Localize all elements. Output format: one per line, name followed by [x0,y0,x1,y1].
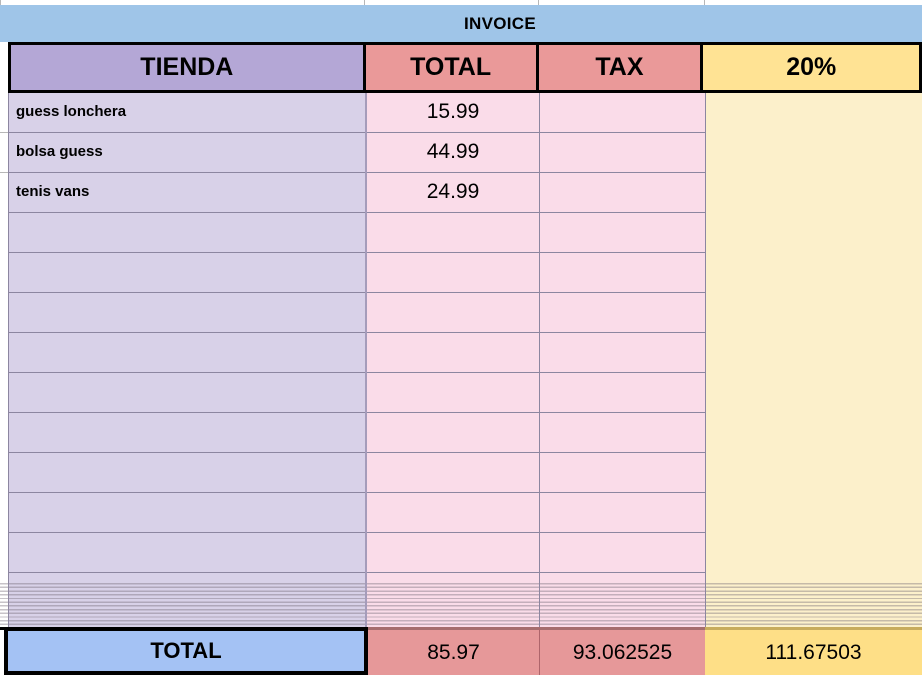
column-total: 15.99 44.99 24.99 [365,93,539,627]
cell-tax-empty[interactable] [540,533,705,573]
squeezed-rows-band [0,583,8,627]
cell-tienda-empty[interactable] [9,453,365,493]
cell-total-empty[interactable] [367,333,539,373]
cell-total-r2[interactable]: 44.99 [367,133,539,173]
invoice-title-cell[interactable]: INVOICE [0,5,922,42]
gridline-stub [0,0,1,5]
cell-total-empty[interactable] [367,373,539,413]
cell-tienda-empty[interactable] [9,293,365,333]
cell-tienda-empty[interactable] [9,413,365,453]
footer-total-cell[interactable]: 85.97 [368,627,539,675]
cell-total-empty[interactable] [367,453,539,493]
squeezed-rows-band [9,583,365,627]
gridline-stub [704,0,705,5]
squeezed-rows-band [706,583,922,627]
left-margin-strip [0,93,8,627]
cell-tienda-r1[interactable]: guess lonchera [9,93,365,133]
invoice-title: INVOICE [463,13,536,33]
cell-tienda-empty[interactable] [9,253,365,293]
header-cell-20pct[interactable]: 20% [700,42,922,93]
cell-total-r1[interactable]: 15.99 [367,93,539,133]
gridline-stub [0,132,8,133]
header-cell-total[interactable]: TOTAL [362,42,539,93]
cell-tax-r3[interactable] [540,173,705,213]
table-header-row: TIENDA TOTAL TAX 20% [0,42,922,93]
cell-total-empty[interactable] [367,413,539,453]
column-tax [539,93,705,627]
footer-20pct-cell[interactable]: 111.67503 [705,627,922,675]
gridline-stub [364,0,365,5]
cell-tienda-r2[interactable]: bolsa guess [9,133,365,173]
cell-total-empty[interactable] [367,253,539,293]
footer-label-cell[interactable]: TOTAL [4,627,368,675]
header-cell-tax[interactable]: TAX [535,42,704,93]
squeezed-rows-band [540,583,705,627]
cell-tienda-empty[interactable] [9,373,365,413]
cell-tienda-empty[interactable] [9,333,365,373]
cell-tienda-empty[interactable] [9,213,365,253]
footer-tax-cell[interactable]: 93.062525 [539,627,705,675]
cell-tax-empty[interactable] [540,373,705,413]
cell-tax-r2[interactable] [540,133,705,173]
cell-tax-empty[interactable] [540,293,705,333]
cell-tienda-empty[interactable] [9,533,365,573]
cell-total-empty[interactable] [367,293,539,333]
gridline-stub [538,0,539,5]
gridline-stub [0,172,8,173]
cell-tax-empty[interactable] [540,253,705,293]
cell-tax-empty[interactable] [540,493,705,533]
cell-total-empty[interactable] [367,493,539,533]
column-tienda: guess lonchera bolsa guess tenis vans [8,93,365,627]
cell-total-r3[interactable]: 24.99 [367,173,539,213]
cell-tax-empty[interactable] [540,413,705,453]
cell-total-empty[interactable] [367,533,539,573]
top-gridline-strip [0,0,922,5]
cell-tax-empty[interactable] [540,333,705,373]
header-cell-tienda[interactable]: TIENDA [8,42,366,93]
squeezed-rows-band [367,583,539,627]
cell-tienda-r3[interactable]: tenis vans [9,173,365,213]
cell-total-empty[interactable] [367,213,539,253]
cell-tax-empty[interactable] [540,453,705,493]
cell-tienda-empty[interactable] [9,493,365,533]
cell-tax-r1[interactable] [540,93,705,133]
column-20pct[interactable] [705,93,922,627]
cell-tax-empty[interactable] [540,213,705,253]
